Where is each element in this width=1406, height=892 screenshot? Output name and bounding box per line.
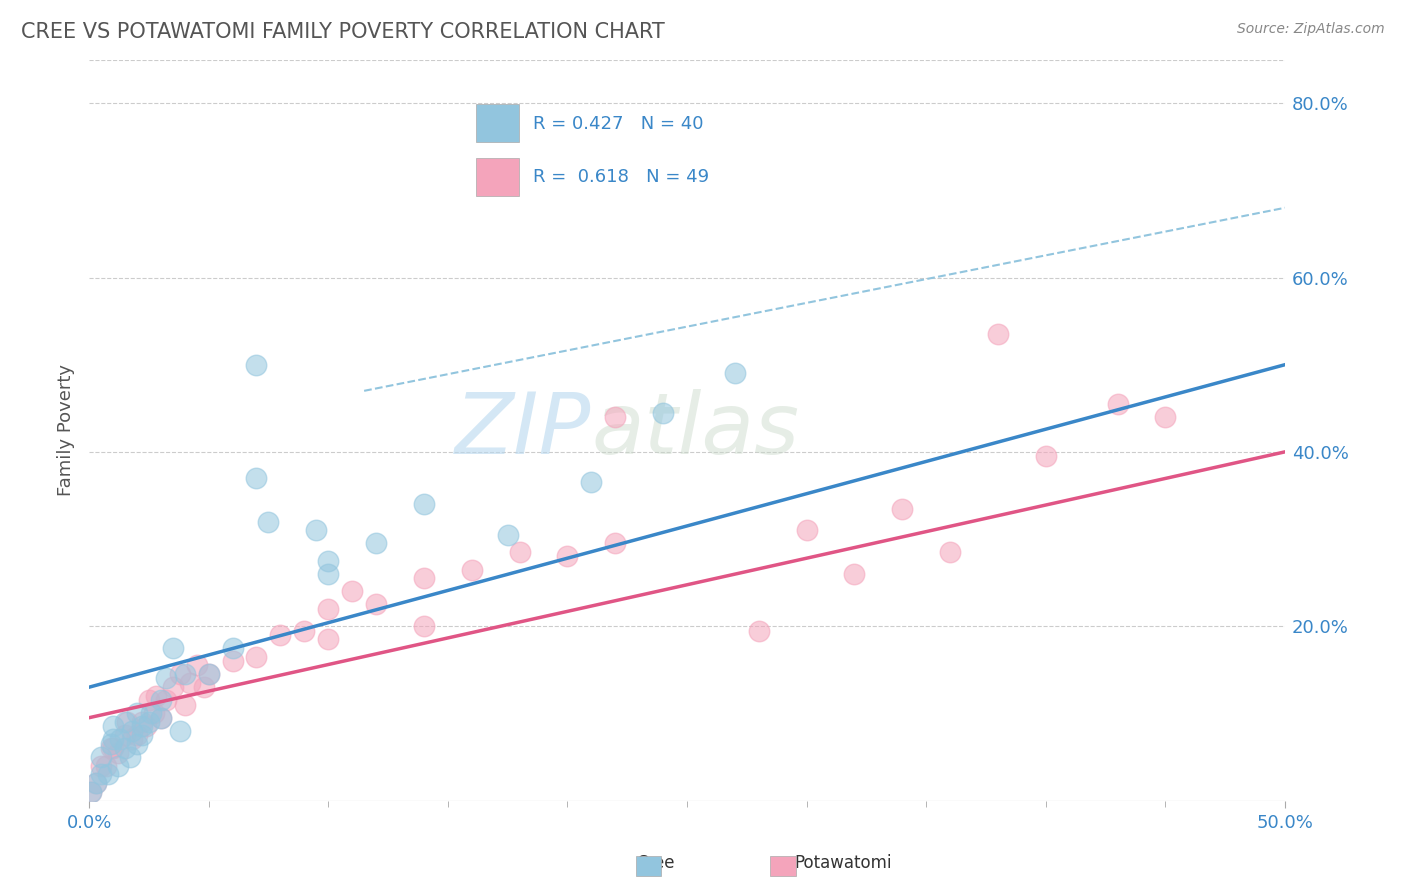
Point xyxy=(149,711,172,725)
Point xyxy=(364,598,387,612)
Point xyxy=(101,719,124,733)
Point xyxy=(125,706,148,721)
Point xyxy=(292,624,315,638)
Point xyxy=(987,327,1010,342)
Text: Potawatomi: Potawatomi xyxy=(794,855,891,872)
Point xyxy=(169,723,191,738)
Point xyxy=(557,549,579,564)
Point xyxy=(169,667,191,681)
Text: Cree: Cree xyxy=(637,855,675,872)
Point xyxy=(257,515,280,529)
Point xyxy=(413,571,436,585)
Point xyxy=(141,706,163,721)
Point xyxy=(316,554,339,568)
Point xyxy=(114,741,136,756)
Point xyxy=(461,562,484,576)
Point xyxy=(340,584,363,599)
Point xyxy=(245,358,267,372)
Point xyxy=(1154,409,1177,424)
Point xyxy=(114,728,136,742)
Point xyxy=(97,767,120,781)
Point xyxy=(107,746,129,760)
Point xyxy=(245,471,267,485)
Point xyxy=(155,693,177,707)
Text: atlas: atlas xyxy=(592,389,800,472)
Point xyxy=(652,406,675,420)
Point xyxy=(316,601,339,615)
Point xyxy=(117,714,139,729)
Point xyxy=(149,693,172,707)
Point xyxy=(197,667,219,681)
Point xyxy=(413,497,436,511)
Point xyxy=(100,737,122,751)
Point xyxy=(121,723,143,738)
Point xyxy=(107,758,129,772)
Point xyxy=(131,719,153,733)
Point xyxy=(162,680,184,694)
Point xyxy=(131,728,153,742)
Text: ZIP: ZIP xyxy=(456,389,592,472)
Point xyxy=(101,741,124,756)
Point xyxy=(1035,449,1057,463)
Point xyxy=(101,732,124,747)
Text: Source: ZipAtlas.com: Source: ZipAtlas.com xyxy=(1237,22,1385,37)
Point xyxy=(173,698,195,712)
Point xyxy=(142,706,165,721)
Point xyxy=(162,640,184,655)
Point xyxy=(605,409,627,424)
Point xyxy=(121,732,143,747)
Point xyxy=(413,619,436,633)
Point xyxy=(125,728,148,742)
Point xyxy=(90,758,112,772)
Point xyxy=(100,741,122,756)
Point xyxy=(131,714,153,729)
Point xyxy=(724,367,747,381)
Point xyxy=(94,758,117,772)
Point xyxy=(155,672,177,686)
Point xyxy=(844,566,866,581)
Point xyxy=(316,632,339,647)
Point xyxy=(748,624,770,638)
Point xyxy=(80,785,103,799)
Point xyxy=(581,475,603,490)
Point xyxy=(149,711,172,725)
Point xyxy=(245,649,267,664)
Point xyxy=(186,658,208,673)
Point xyxy=(221,654,243,668)
Point xyxy=(118,750,141,764)
Y-axis label: Family Poverty: Family Poverty xyxy=(58,364,75,496)
Point xyxy=(316,566,339,581)
Point xyxy=(939,545,962,559)
Point xyxy=(179,676,201,690)
Point xyxy=(1107,397,1129,411)
Point xyxy=(364,536,387,550)
Point xyxy=(84,776,107,790)
Point xyxy=(114,714,136,729)
Point xyxy=(509,545,531,559)
Point xyxy=(135,719,157,733)
Point xyxy=(197,667,219,681)
Point xyxy=(90,767,112,781)
Point xyxy=(605,536,627,550)
Point xyxy=(90,750,112,764)
Point xyxy=(269,628,291,642)
Point xyxy=(891,501,914,516)
Point xyxy=(221,640,243,655)
Point xyxy=(193,680,215,694)
Point xyxy=(138,693,160,707)
Point xyxy=(80,785,103,799)
Point xyxy=(145,689,167,703)
Point xyxy=(108,732,131,747)
Point xyxy=(173,667,195,681)
Point xyxy=(84,776,107,790)
Point xyxy=(496,527,519,541)
Point xyxy=(138,714,160,729)
Point xyxy=(125,737,148,751)
Point xyxy=(305,524,328,538)
Point xyxy=(796,524,818,538)
Text: CREE VS POTAWATOMI FAMILY POVERTY CORRELATION CHART: CREE VS POTAWATOMI FAMILY POVERTY CORREL… xyxy=(21,22,665,42)
